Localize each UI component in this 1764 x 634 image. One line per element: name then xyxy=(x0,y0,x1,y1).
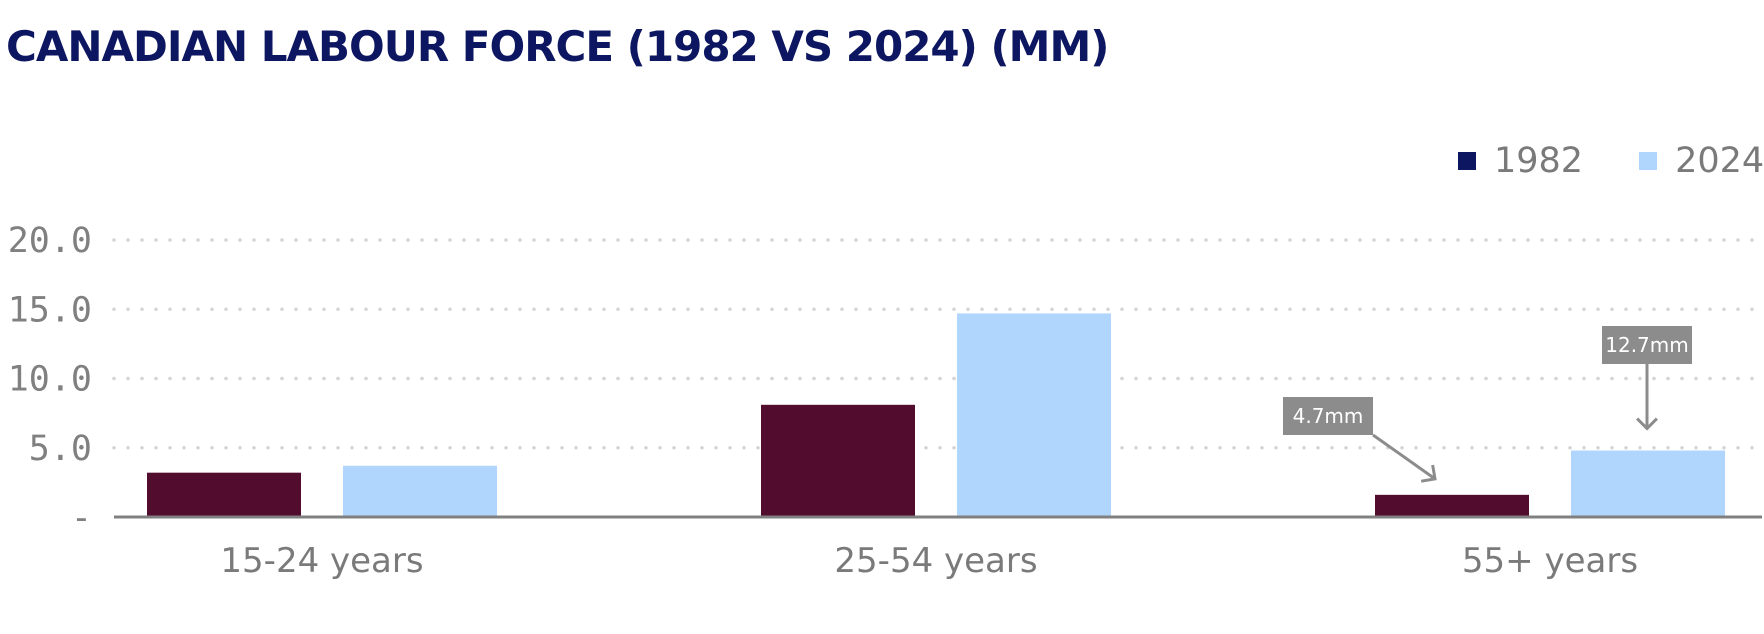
y-tick-label-0: - xyxy=(71,498,92,538)
bar-2024-55-years xyxy=(1571,450,1725,517)
x-tick-label-25-54-years: 25-54 years xyxy=(834,541,1037,581)
x-tick-label-55-years: 55+ years xyxy=(1462,541,1638,581)
annotation-4-7mm-label: 4.7mm xyxy=(1293,404,1364,428)
bar-1982-25-54-years xyxy=(761,404,915,517)
annotation-4-7mm-arrowhead xyxy=(1420,464,1437,483)
x-tick-label-15-24-years: 15-24 years xyxy=(220,541,423,581)
annotation-12-7mm-box xyxy=(1602,326,1692,364)
y-tick-label-5: 5.0 xyxy=(29,429,92,469)
bar-2024-15-24-years xyxy=(343,465,497,517)
bar-1982-55-years xyxy=(1375,494,1529,517)
legend-item-2024: 2024 xyxy=(1639,141,1764,181)
bar-1982-15-24-years xyxy=(147,472,301,517)
legend-item-1982: 1982 xyxy=(1458,141,1583,181)
legend-label-1982: 1982 xyxy=(1494,141,1584,181)
legend-label-2024: 2024 xyxy=(1675,141,1764,181)
annotation-4-7mm-box xyxy=(1283,397,1373,435)
y-tick-label-10: 10.0 xyxy=(8,360,92,400)
annotation-4-7mm-arrow xyxy=(1372,433,1436,481)
legend-swatch-2024 xyxy=(1639,152,1658,170)
legend-swatch-1982 xyxy=(1458,152,1476,170)
annotation-12-7mm-arrowhead xyxy=(1636,417,1658,431)
bar-2024-25-54-years xyxy=(957,313,1111,517)
y-tick-label-20: 20.0 xyxy=(8,221,92,261)
legend: 1982 2024 xyxy=(1458,141,1764,181)
annotation-12-7mm-label: 12.7mm xyxy=(1605,333,1689,357)
chart-title: CANADIAN LABOUR FORCE (1982 VS 2024) (MM… xyxy=(6,22,1109,71)
y-tick-label-15: 15.0 xyxy=(8,290,92,330)
